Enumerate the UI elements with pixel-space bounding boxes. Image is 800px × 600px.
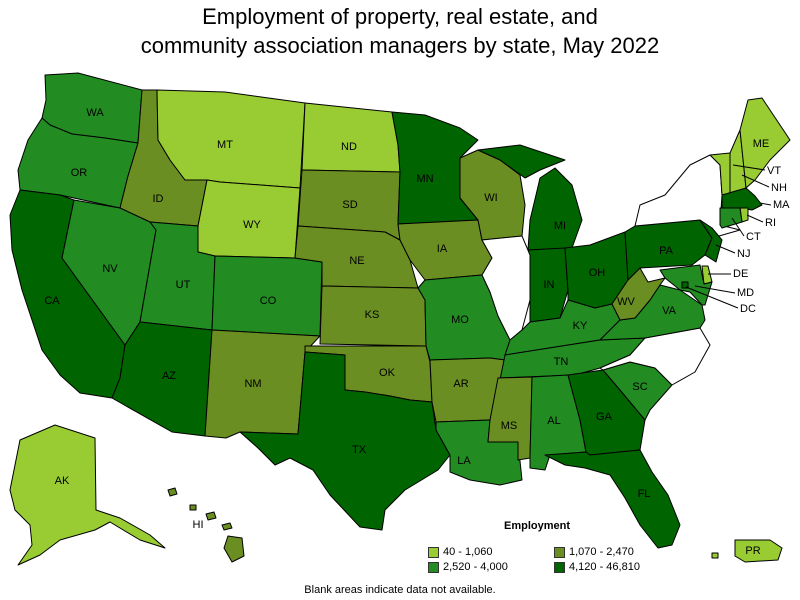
state-label-tx: TX (352, 444, 367, 456)
legend-item-3: 2,520 - 4,000 (428, 561, 508, 573)
legend-label-4: 4,120 - 46,810 (569, 561, 640, 573)
legend-item-2: 1,070 - 2,470 (554, 546, 634, 558)
state-label-in: IN (544, 279, 555, 291)
leader-line-nh (741, 174, 770, 188)
footnote: Blank areas indicate data not available. (304, 584, 496, 596)
state-ct[interactable] (719, 207, 743, 229)
state-label-hi: HI (193, 519, 204, 531)
state-label-mi: MI (554, 220, 566, 232)
state-label-ak: AK (55, 475, 70, 487)
state-label-fl: FL (638, 488, 651, 500)
state-label-ri: RI (765, 217, 776, 229)
state-label-de: DE (733, 268, 748, 280)
legend-swatch-3 (428, 561, 439, 573)
state-label-ky: KY (573, 320, 588, 332)
state-label-al: AL (547, 415, 560, 427)
state-label-ks: KS (365, 309, 380, 321)
state-label-ct: CT (746, 231, 761, 243)
state-label-nh: NH (771, 182, 787, 194)
state-label-md: MD (737, 287, 754, 299)
map-title: Employment of property, real estate, and… (0, 2, 800, 60)
state-label-ok: OK (379, 367, 396, 379)
state-nd[interactable] (301, 102, 401, 173)
state-label-wy: WY (243, 219, 261, 231)
state-co[interactable] (211, 255, 323, 337)
state-label-wi: WI (484, 192, 497, 204)
leader-line-ct (731, 217, 745, 237)
leader-line-md (694, 285, 736, 294)
state-label-nj: NJ (737, 248, 750, 260)
state-label-ar: AR (453, 378, 468, 390)
state-label-id: ID (153, 193, 164, 205)
legend-label-3: 2,520 - 4,000 (443, 561, 508, 573)
state-label-ne: NE (349, 255, 364, 267)
state-ak[interactable] (9, 424, 166, 566)
state-label-vt: VT (767, 165, 781, 177)
state-me[interactable] (739, 97, 791, 189)
legend-label-2: 1,070 - 2,470 (569, 546, 634, 558)
state-label-me: ME (753, 138, 770, 150)
legend-label-1: 40 - 1,060 (443, 546, 493, 558)
leader-line-dc (685, 286, 739, 309)
state-label-ca: CA (44, 295, 60, 307)
state-label-wa: WA (86, 107, 104, 119)
state-nj[interactable] (699, 219, 723, 263)
state-pr[interactable] (711, 539, 783, 563)
state-label-sd: SD (342, 199, 357, 211)
legend-title: Employment (504, 520, 571, 532)
state-label-ms: MS (501, 420, 518, 432)
state-label-az: AZ (162, 370, 176, 382)
legend-swatch-2 (554, 546, 565, 558)
state-label-pr: PR (745, 545, 760, 557)
state-label-wv: WV (617, 296, 635, 308)
state-label-co: CO (260, 295, 277, 307)
state-label-ut: UT (176, 279, 191, 291)
legend-swatch-4 (554, 561, 565, 573)
state-nc[interactable] (599, 327, 711, 386)
state-label-ga: GA (596, 411, 613, 423)
state-label-pa: PA (659, 245, 674, 257)
state-label-nv: NV (102, 263, 118, 275)
map-title-line-2: community association managers by state,… (140, 33, 660, 58)
state-label-nm: NM (244, 378, 261, 390)
state-label-tn: TN (554, 356, 569, 368)
state-label-ia: IA (437, 243, 448, 255)
legend-item-4: 4,120 - 46,810 (554, 561, 640, 573)
state-tx[interactable] (239, 351, 451, 531)
state-fl[interactable] (544, 449, 681, 549)
state-label-mo: MO (451, 314, 469, 326)
state-label-la: LA (457, 455, 471, 467)
state-label-ma: MA (773, 199, 790, 211)
state-label-mn: MN (416, 173, 433, 185)
state-label-nd: ND (341, 141, 357, 153)
state-label-sc: SC (632, 381, 647, 393)
state-label-or: OR (71, 167, 88, 179)
legend-swatch-1 (428, 546, 439, 558)
legend-item-1: 40 - 1,060 (428, 546, 493, 558)
state-label-oh: OH (589, 267, 606, 279)
leader-line-nj (715, 244, 736, 254)
state-label-dc: DC (740, 303, 756, 315)
state-label-mt: MT (217, 139, 233, 151)
leader-line-ma (759, 202, 772, 206)
leader-line-vt (732, 164, 766, 171)
leader-line-ri (746, 214, 764, 223)
state-labels: WA OR CA ID NV MT WY UT AZ CO NM ND SD N… (44, 107, 790, 557)
state-hi[interactable] (167, 487, 245, 563)
state-label-va: VA (662, 305, 677, 317)
map-title-line-1: Employment of property, real estate, and (202, 4, 598, 29)
